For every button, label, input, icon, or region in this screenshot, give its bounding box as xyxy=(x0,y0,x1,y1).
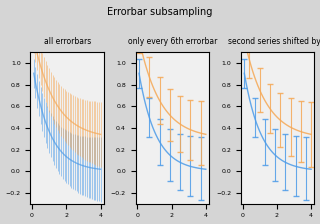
Title: second series shifted by 3: second series shifted by 3 xyxy=(228,37,320,46)
Text: Errorbar subsampling: Errorbar subsampling xyxy=(107,7,213,17)
Title: all errorbars: all errorbars xyxy=(44,37,91,46)
Title: only every 6th errorbar: only every 6th errorbar xyxy=(128,37,217,46)
